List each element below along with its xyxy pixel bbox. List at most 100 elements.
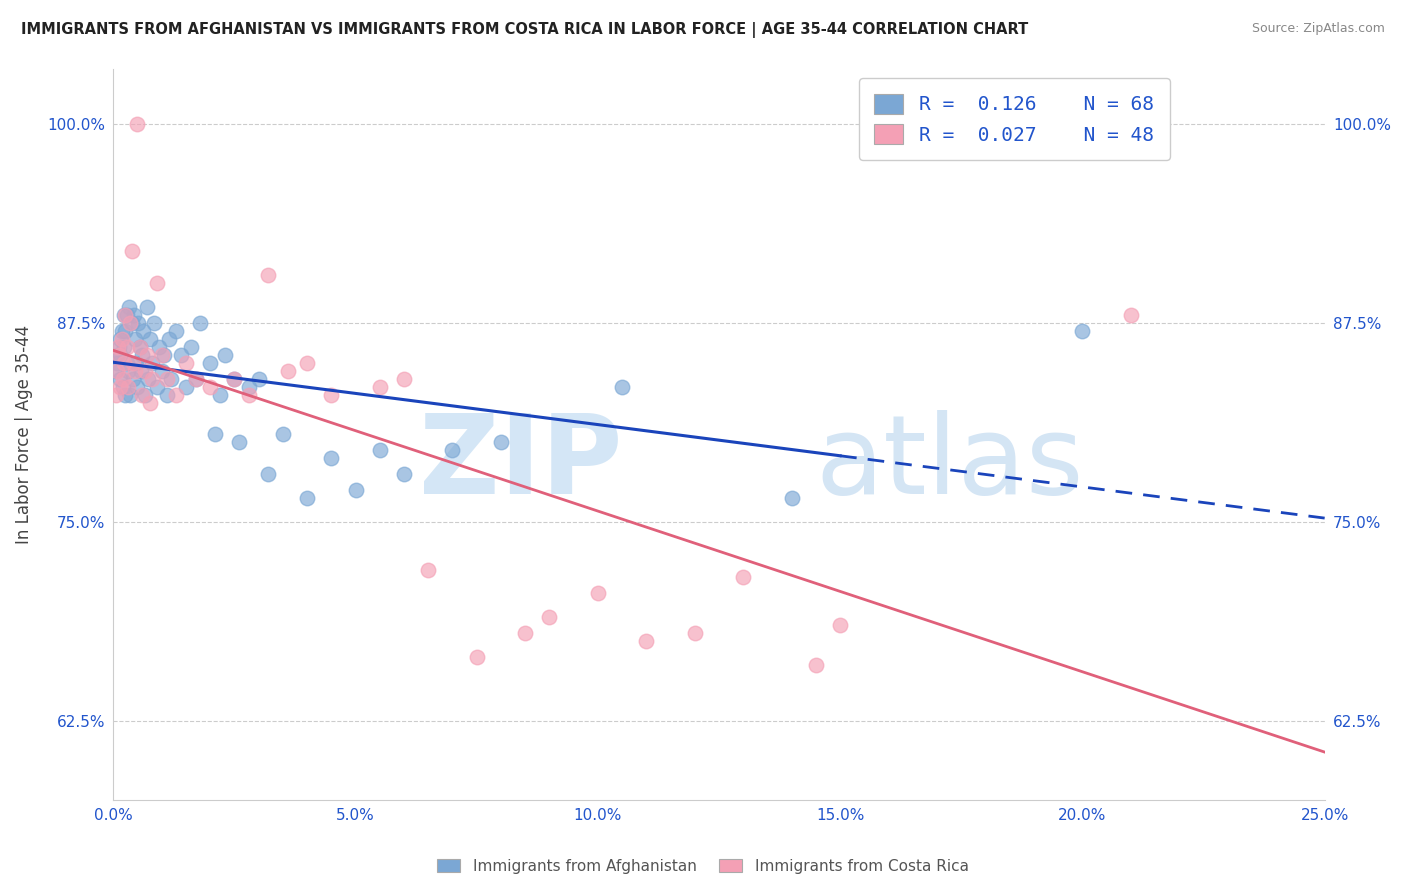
Point	[184, 372, 207, 386]
Point	[136, 348, 159, 362]
Point	[465, 650, 488, 665]
Point	[1119, 308, 1142, 322]
Point	[125, 356, 148, 370]
Point	[117, 364, 139, 378]
Point	[108, 340, 131, 354]
Point	[180, 340, 202, 354]
Point	[132, 324, 155, 338]
Point	[121, 356, 143, 370]
Point	[586, 586, 609, 600]
Point	[134, 364, 156, 378]
Point	[121, 316, 143, 330]
Point	[733, 570, 755, 584]
Point	[107, 340, 129, 354]
Point	[104, 364, 127, 378]
Point	[105, 356, 128, 370]
Point	[257, 467, 280, 481]
Point	[538, 610, 561, 624]
Point	[110, 348, 132, 362]
Text: atlas: atlas	[815, 410, 1084, 517]
Point	[170, 348, 193, 362]
Point	[155, 372, 177, 386]
Point	[138, 395, 160, 409]
Point	[683, 626, 706, 640]
Point	[228, 435, 250, 450]
Point	[830, 618, 852, 632]
Point	[127, 379, 149, 393]
Point	[111, 372, 134, 386]
Point	[392, 372, 415, 386]
Point	[344, 483, 367, 497]
Point	[115, 308, 138, 322]
Point	[108, 348, 131, 362]
Point	[368, 443, 391, 458]
Point	[148, 340, 170, 354]
Point	[198, 356, 221, 370]
Point	[115, 340, 138, 354]
Point	[441, 443, 464, 458]
Point	[121, 244, 143, 259]
Point	[271, 427, 294, 442]
Point	[174, 356, 197, 370]
Point	[238, 379, 260, 393]
Point	[780, 491, 803, 505]
Point	[214, 348, 236, 362]
Point	[131, 387, 153, 401]
Point	[115, 356, 138, 370]
Point	[150, 364, 173, 378]
Point	[128, 340, 150, 354]
Point	[105, 364, 128, 378]
Point	[112, 340, 135, 354]
Point	[134, 387, 156, 401]
Point	[155, 387, 177, 401]
Point	[368, 379, 391, 393]
Point	[489, 435, 512, 450]
Y-axis label: In Labor Force | Age 35-44: In Labor Force | Age 35-44	[15, 325, 32, 544]
Point	[257, 268, 280, 283]
Point	[141, 372, 163, 386]
Point	[111, 324, 134, 338]
Point	[136, 300, 159, 314]
Point	[120, 316, 142, 330]
Legend: Immigrants from Afghanistan, Immigrants from Costa Rica: Immigrants from Afghanistan, Immigrants …	[432, 853, 974, 880]
Point	[160, 372, 183, 386]
Point	[112, 356, 135, 370]
Point	[114, 308, 136, 322]
Point	[114, 324, 136, 338]
Point	[157, 332, 180, 346]
Point	[107, 348, 129, 362]
Point	[174, 379, 197, 393]
Point	[153, 348, 176, 362]
Point	[610, 379, 633, 393]
Text: IMMIGRANTS FROM AFGHANISTAN VS IMMIGRANTS FROM COSTA RICA IN LABOR FORCE | AGE 3: IMMIGRANTS FROM AFGHANISTAN VS IMMIGRANT…	[21, 22, 1028, 38]
Point	[131, 348, 153, 362]
Point	[131, 364, 153, 378]
Point	[128, 340, 150, 354]
Point	[124, 332, 146, 346]
Text: ZIP: ZIP	[419, 410, 621, 517]
Point	[277, 364, 299, 378]
Point	[105, 387, 128, 401]
Point	[513, 626, 536, 640]
Point	[238, 387, 260, 401]
Point	[117, 379, 139, 393]
Point	[111, 379, 134, 393]
Point	[321, 387, 343, 401]
Point	[122, 308, 145, 322]
Point	[321, 451, 343, 466]
Point	[295, 356, 318, 370]
Point	[184, 372, 207, 386]
Point	[111, 332, 134, 346]
Point	[143, 316, 166, 330]
Point	[636, 634, 658, 648]
Point	[804, 657, 827, 672]
Point	[112, 308, 135, 322]
Text: Source: ZipAtlas.com: Source: ZipAtlas.com	[1251, 22, 1385, 36]
Point	[224, 372, 246, 386]
Point	[204, 427, 226, 442]
Point	[121, 372, 143, 386]
Point	[146, 379, 169, 393]
Point	[295, 491, 318, 505]
Point	[127, 316, 149, 330]
Point	[190, 316, 212, 330]
